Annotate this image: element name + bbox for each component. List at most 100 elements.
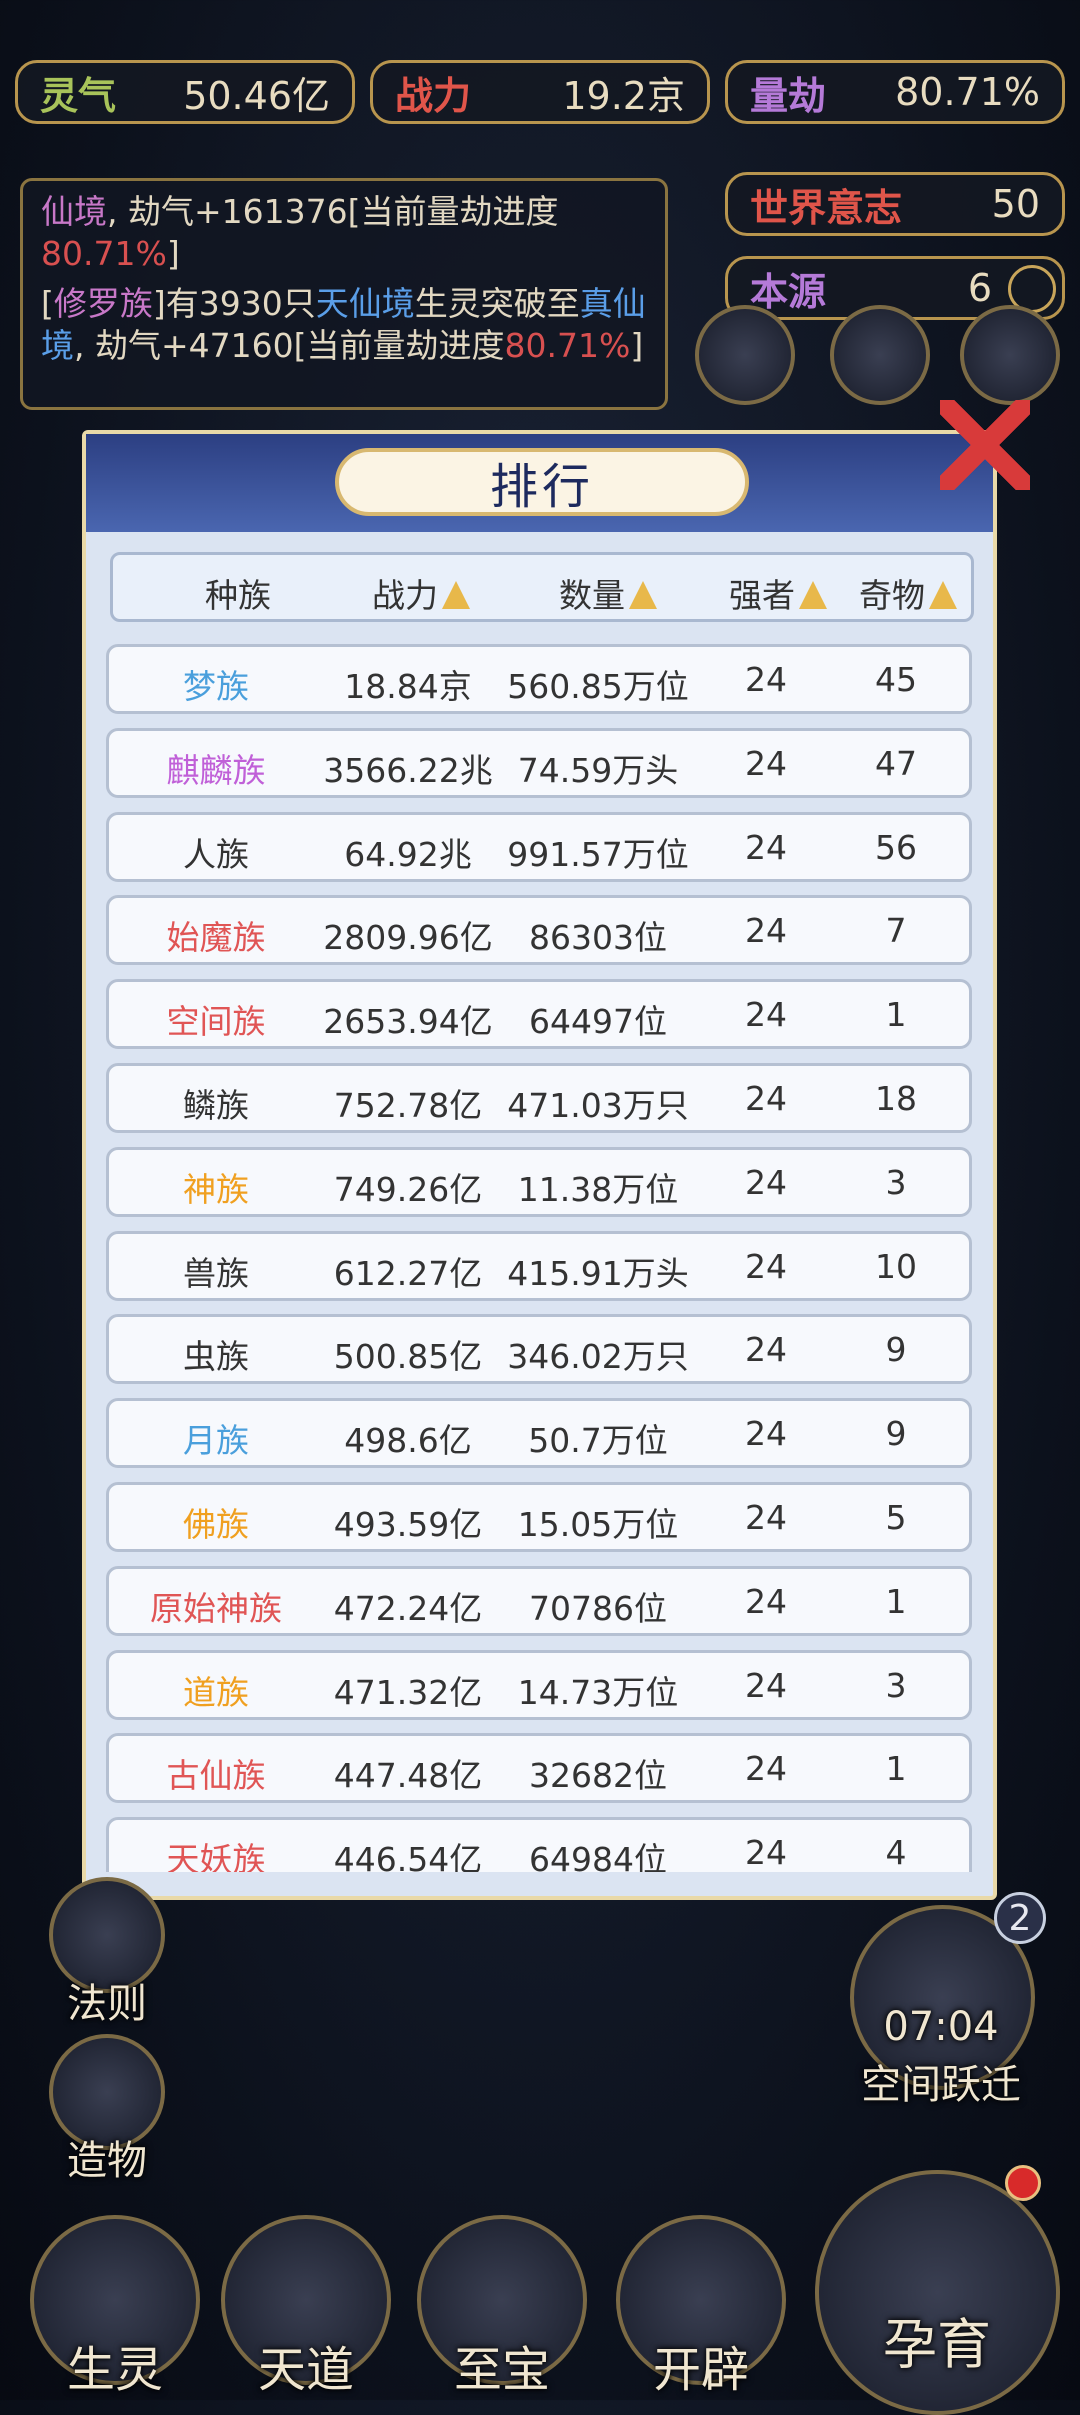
column-header[interactable]: 战力 [372,569,470,617]
nav-label: 生灵 [66,2342,164,2398]
main-button[interactable] [815,2170,1060,2415]
table-cell: 7 [885,911,907,951]
side-button[interactable] [49,1877,165,1993]
race-name: 人族 [183,834,249,874]
table-cell: 446.54亿 [333,1840,483,1872]
table-cell: 3 [885,1162,907,1202]
icon-button[interactable] [830,305,930,405]
icon-button[interactable] [960,305,1060,405]
race-name: 始魔族 [166,918,266,958]
table-row: 人族 64.92兆 991.57万位 24 56 [106,811,972,882]
table-cell: 32682位 [529,1756,667,1796]
table-cell: 24 [745,1665,787,1705]
timer: 07:04 [883,2004,999,2050]
table-row: 兽族 612.27亿 415.91万头 24 10 [106,1230,972,1301]
table-cell: 24 [745,743,787,783]
table-row: 梦族 18.84京 560.85万位 24 45 [106,644,972,714]
column-header-text: 数量 [559,576,625,615]
stat-label: 量劫 [750,73,827,118]
log-segment: , 劫气+47160[当前量劫进度 [74,326,505,365]
nav-label: 天道 [257,2342,355,2398]
table-cell: 1 [885,1749,907,1789]
table-cell: 471.32亿 [333,1672,483,1712]
column-header-text: 战力 [372,576,438,615]
table-cell: 9 [885,1414,907,1454]
column-header[interactable]: 奇物 [859,569,957,617]
column-header: 种族 [205,569,271,617]
table-cell: 2653.94亿 [323,1002,493,1042]
table-cell: 64.92兆 [344,834,472,874]
icon-button[interactable] [695,305,795,405]
nav-button[interactable] [417,2215,587,2385]
table-cell: 18 [875,1079,917,1118]
log-segment: ]有3930只 [152,284,316,323]
table-cell: 346.02万只 [507,1337,689,1377]
side-button[interactable] [49,2034,165,2150]
nav-label: 至宝 [453,2342,551,2398]
stat-pill: 世界意志 50 [725,172,1065,236]
nav-button[interactable] [221,2215,391,2385]
log-segment: ] [630,326,644,365]
sort-arrow [799,581,827,609]
table-cell: 24 [745,995,787,1035]
nav-button[interactable] [616,2215,786,2385]
log-segment: 修罗族 [53,284,153,323]
table-cell: 10 [875,1246,917,1286]
table-cell: 24 [745,1079,787,1118]
badge: 2 [994,1892,1046,1944]
log-segment: ] [166,234,180,273]
side-button-label: 造物 [67,2138,147,2184]
race-name: 天妖族 [166,1840,266,1872]
close-button[interactable] [940,400,1030,490]
side-button-label: 法则 [67,1981,147,2027]
sort-arrow [929,581,957,609]
table-cell: 64984位 [529,1840,667,1872]
table-cell: 2809.96亿 [323,918,493,958]
race-name: 虫族 [183,1337,249,1377]
column-header[interactable]: 数量 [559,569,657,617]
table-cell: 500.85亿 [333,1337,483,1377]
column-header-text: 种族 [205,576,271,615]
stat-pill: 量劫 80.71% [725,60,1065,124]
race-name: 梦族 [183,667,249,706]
table-cell: 24 [745,1581,787,1621]
log-segment: , 劫气+161376[当前量劫进度 [107,192,559,231]
table-cell: 471.03万只 [507,1086,689,1125]
table-cell: 5 [885,1498,907,1537]
table-cell: 24 [745,1330,787,1370]
race-name: 鳞族 [183,1086,249,1125]
table-row: 天妖族 446.54亿 64984位 24 4 [106,1817,972,1872]
column-header-text: 奇物 [859,576,925,615]
ranking-dialog: 排行 种族 战力 数量 强者 奇物 梦族 18.84京 560.85万位 24 45 麒麟族 3566.… [82,430,997,1900]
race-name: 道族 [183,1672,249,1712]
table-row: 道族 471.32亿 14.73万位 24 3 [106,1649,972,1720]
table-cell: 560.85万位 [507,667,689,706]
log-message: 仙境, 劫气+161376[当前量劫进度80.71%] [41,191,647,275]
table-cell: 24 [745,1833,787,1872]
stat-value: 50 [991,182,1040,226]
space-jump-button[interactable] [850,1905,1035,2090]
stat-label: 战力 [395,73,472,118]
table-cell: 991.57万位 [507,834,689,874]
table-cell: 86303位 [529,918,667,958]
table-row: 月族 498.6亿 50.7万位 24 9 [106,1398,972,1469]
race-name: 佛族 [183,1505,249,1544]
table-cell: 24 [745,827,787,867]
table-cell: 447.48亿 [333,1756,483,1796]
table-body: 梦族 18.84京 560.85万位 24 45 麒麟族 3566.22兆 74.59万头 24… [106,644,976,1872]
table-cell: 472.24亿 [333,1588,483,1628]
stat-pill: 灵气 50.46亿 [15,60,355,124]
table-cell: 24 [745,1498,787,1537]
table-cell: 56 [875,827,917,867]
table-cell: 74.59万头 [517,750,679,790]
table-row: 鳞族 752.78亿 471.03万只 24 18 [106,1063,972,1133]
table-cell: 24 [745,660,787,699]
table-cell: 15.05万位 [517,1505,679,1544]
table-cell: 24 [745,1162,787,1202]
log-segment: 生灵突破至 [414,284,580,323]
column-header[interactable]: 强者 [729,569,827,617]
nav-button[interactable] [30,2215,200,2385]
table-cell: 50.7万位 [528,1421,668,1461]
sort-arrow [442,581,470,609]
